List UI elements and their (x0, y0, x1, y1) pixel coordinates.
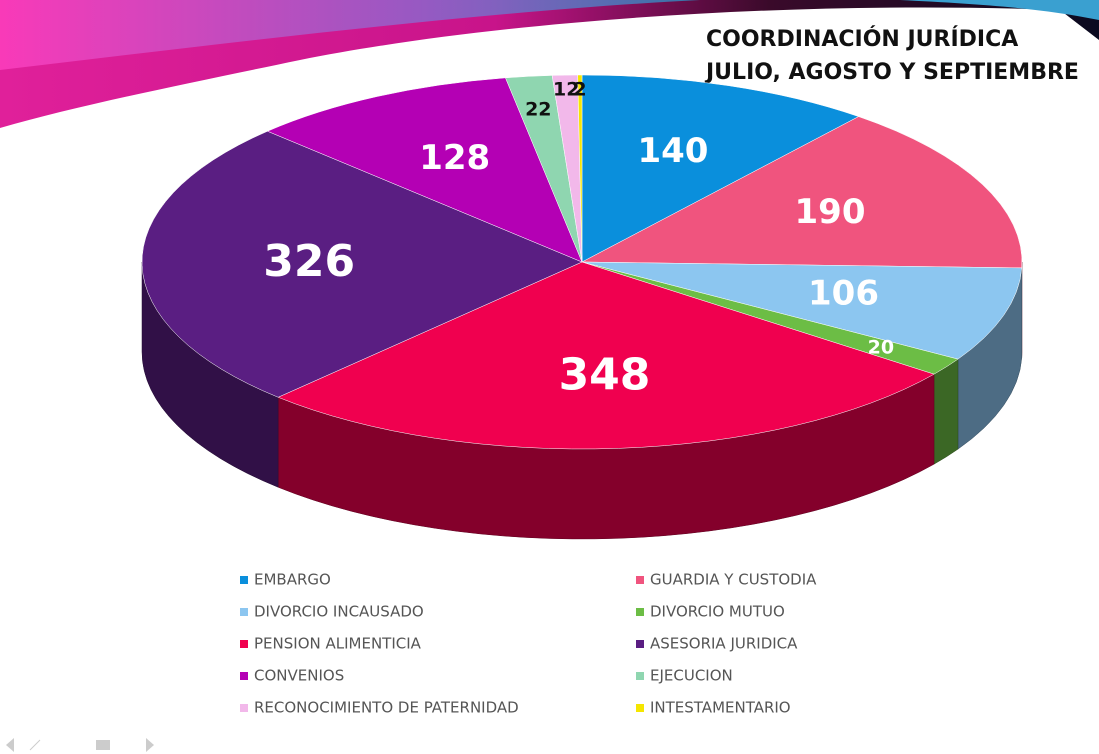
legend-label: INTESTAMENTARIO (650, 699, 791, 717)
legend-label: PENSION ALIMENTICIA (254, 635, 422, 653)
data-label: 22 (525, 98, 551, 120)
data-label: 106 (808, 274, 879, 314)
chart-subtitle: JULIO, AGOSTO Y SEPTIEMBRE (704, 60, 1079, 85)
legend-label: CONVENIOS (254, 667, 344, 685)
pie-side (934, 359, 958, 464)
data-label: 140 (637, 131, 708, 171)
chart-title: COORDINACIÓN JURÍDICA (706, 26, 1018, 52)
legend-swatch (636, 608, 644, 616)
legend-label: RECONOCIMIENTO DE PATERNIDAD (254, 699, 519, 717)
data-label: 20 (868, 336, 894, 358)
legend-label: GUARDIA Y CUSTODIA (650, 571, 817, 589)
legend-label: EMBARGO (254, 571, 331, 589)
legend-label: DIVORCIO MUTUO (650, 603, 785, 621)
legend-label: DIVORCIO INCAUSADO (254, 603, 424, 621)
legend-swatch (240, 640, 248, 648)
slide: COORDINACIÓN JURÍDICA JULIO, AGOSTO Y SE… (0, 0, 1099, 754)
data-label: 190 (795, 192, 866, 232)
legend-swatch (636, 640, 644, 648)
legend-swatch (636, 704, 644, 712)
legend-swatch (636, 576, 644, 584)
legend-swatch (240, 704, 248, 712)
data-label: 348 (559, 350, 651, 401)
legend-swatch (240, 672, 248, 680)
legend-swatch (240, 576, 248, 584)
legend-label: ASESORIA JURIDICA (650, 635, 798, 653)
legend-swatch (636, 672, 644, 680)
data-label: 2 (573, 78, 586, 100)
legend-label: EJECUCION (650, 667, 733, 685)
legend-swatch (240, 608, 248, 616)
data-label: 326 (263, 236, 355, 287)
data-label: 128 (419, 138, 490, 178)
